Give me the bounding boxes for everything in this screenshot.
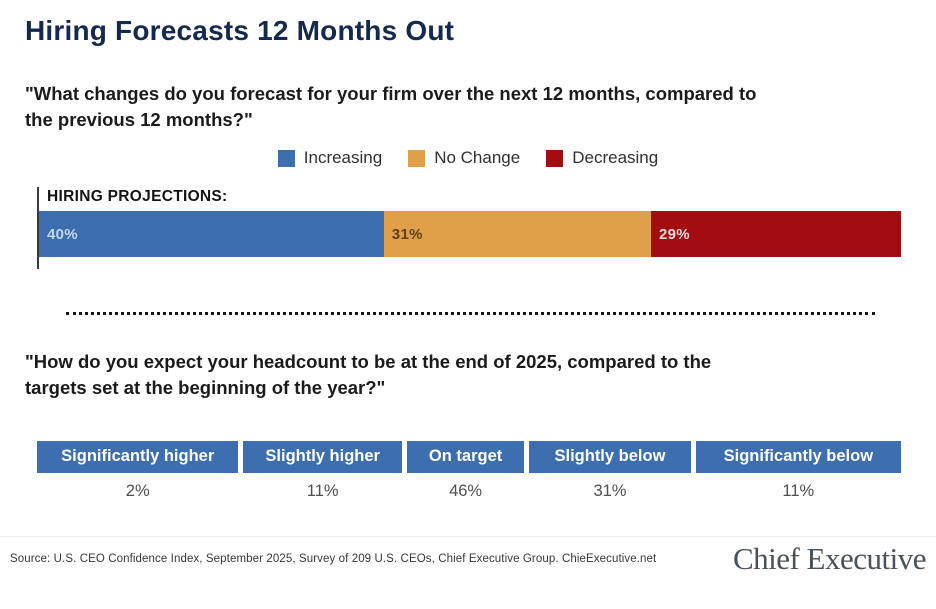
table-value-cell: 11% [306, 482, 339, 500]
chief-executive-logo: Chief Executive [732, 541, 927, 576]
table-column: Significantly higher 2% [37, 441, 239, 501]
bar-segment: 31% [383, 211, 652, 257]
question-1: "What changes do you forecast for your f… [25, 83, 757, 130]
table-column: Significantly below 11% [695, 441, 902, 501]
dotted-divider [66, 312, 875, 315]
headcount-table: Significantly higher 2% Slightly higher 11%… [37, 441, 902, 501]
table-header-cell: Significantly below [695, 441, 902, 473]
legend-item: Increasing [277, 148, 383, 168]
legend-label: Increasing [303, 148, 383, 167]
footer: Source: U.S. CEO Confidence Index, Septe… [10, 541, 927, 576]
table-header-cell: Slightly higher [243, 441, 402, 473]
legend-swatch-icon [546, 149, 564, 167]
table-column: Slightly below 31% [529, 441, 691, 501]
table-value-cell: 2% [125, 482, 150, 500]
legend-item: Decreasing [546, 148, 658, 168]
legend-swatch-icon [408, 149, 426, 167]
source-text: Source: U.S. CEO Confidence Index, Septe… [10, 552, 657, 565]
table-column: On target 46% [406, 441, 525, 501]
bar-segment: 40% [39, 211, 384, 257]
hiring-projections-block: HIRING PROJECTIONS: 40% 31% 29% [37, 187, 901, 269]
legend: Increasing No Change Decreasing [25, 148, 911, 168]
table-header-cell: Significantly higher [37, 441, 239, 473]
bar-segment-label: 40% [47, 225, 78, 243]
legend-label: Decreasing [572, 148, 659, 167]
bar-section-label: HIRING PROJECTIONS: [47, 188, 228, 205]
table-value-cell: 11% [782, 482, 815, 500]
table-column: Slightly higher 11% [243, 441, 402, 501]
legend-label: No Change [434, 148, 521, 167]
stacked-bar: 40% 31% 29% [39, 211, 901, 257]
table-value-cell: 31% [593, 482, 627, 500]
bar-segment-label: 31% [391, 225, 423, 243]
table-header-cell: On target [406, 441, 525, 473]
legend-swatch-icon [277, 149, 295, 167]
table-header-cell: Slightly below [529, 441, 691, 473]
page-title: Hiring Forecasts 12 Months Out [25, 15, 455, 46]
question-2: "How do you expect your headcount to be … [25, 351, 712, 398]
bar-segment: 29% [651, 211, 901, 257]
bar-segment-label: 29% [659, 225, 690, 243]
table-value-cell: 46% [449, 482, 483, 500]
legend-item: No Change [408, 148, 520, 168]
footer-divider [0, 536, 936, 537]
